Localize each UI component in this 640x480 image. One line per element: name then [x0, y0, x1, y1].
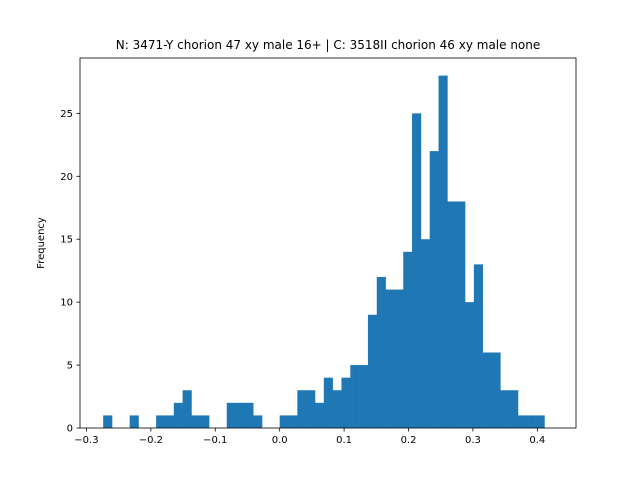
chart-title: N: 3471-Y chorion 47 xy male 16+ | C: 35… [116, 38, 541, 52]
y-axis-label: Frequency [36, 217, 47, 269]
histogram-bar [129, 415, 139, 428]
histogram-bar [376, 276, 386, 428]
histogram-bars [103, 75, 545, 429]
histogram-bar [526, 415, 536, 428]
histogram-bar [367, 314, 378, 428]
histogram-bar [473, 264, 483, 428]
histogram-bar [385, 289, 395, 428]
histogram-bar [191, 415, 201, 428]
histogram-bar [465, 302, 475, 428]
y-tick-label: 15 [60, 235, 73, 246]
histogram-bar [438, 75, 448, 429]
histogram-bar [244, 402, 254, 428]
histogram-bar [253, 415, 263, 428]
histogram-bar [288, 415, 298, 428]
histogram-bar [314, 402, 325, 428]
histogram-bar [332, 390, 342, 428]
x-tick-label: 0.2 [401, 435, 417, 446]
histogram-bar [323, 377, 333, 428]
histogram-bar [306, 390, 316, 428]
histogram-bar [491, 352, 501, 428]
histogram-bar [350, 365, 360, 428]
histogram-bar [164, 415, 175, 428]
x-axis: −0.3 −0.2 −0.1 0.0 0.1 0.2 0.3 0.4 [74, 428, 545, 446]
histogram-bar [456, 201, 466, 428]
y-tick-label: 25 [60, 109, 73, 120]
histogram-bar [412, 113, 422, 429]
histogram-bar [482, 352, 492, 428]
histogram-bar [103, 415, 113, 428]
y-tick-label: 0 [67, 424, 73, 435]
histogram-bar [226, 402, 236, 428]
histogram-bar [403, 251, 413, 428]
histogram-bar [200, 415, 210, 428]
histogram-bar [297, 390, 307, 428]
histogram-bar [235, 402, 245, 428]
histogram-bar [517, 415, 528, 428]
histogram-bar [535, 415, 545, 428]
histogram-bar [429, 151, 439, 428]
histogram-bar [509, 390, 519, 428]
x-tick-label: 0.0 [272, 435, 288, 446]
histogram-bar [394, 289, 404, 428]
histogram-bar [182, 390, 192, 428]
histogram-bar [279, 415, 289, 428]
histogram-bar [173, 402, 183, 428]
x-tick-label: 0.3 [465, 435, 481, 446]
x-tick-label: −0.1 [203, 435, 227, 446]
y-tick-label: 20 [60, 172, 73, 183]
histogram-bar [359, 365, 369, 428]
histogram-bar [447, 201, 457, 428]
y-axis: 0 5 10 15 20 25 [60, 109, 80, 435]
x-tick-label: −0.2 [139, 435, 163, 446]
x-tick-label: −0.3 [74, 435, 98, 446]
histogram-bar [341, 377, 351, 428]
x-tick-label: 0.1 [336, 435, 352, 446]
y-tick-label: 10 [60, 298, 73, 309]
plot-frame [79, 57, 577, 429]
histogram-bar [500, 390, 510, 428]
y-tick-label: 5 [67, 361, 73, 372]
x-tick-label: 0.4 [529, 435, 545, 446]
histogram-bar [156, 415, 166, 428]
histogram-bar [420, 239, 431, 428]
